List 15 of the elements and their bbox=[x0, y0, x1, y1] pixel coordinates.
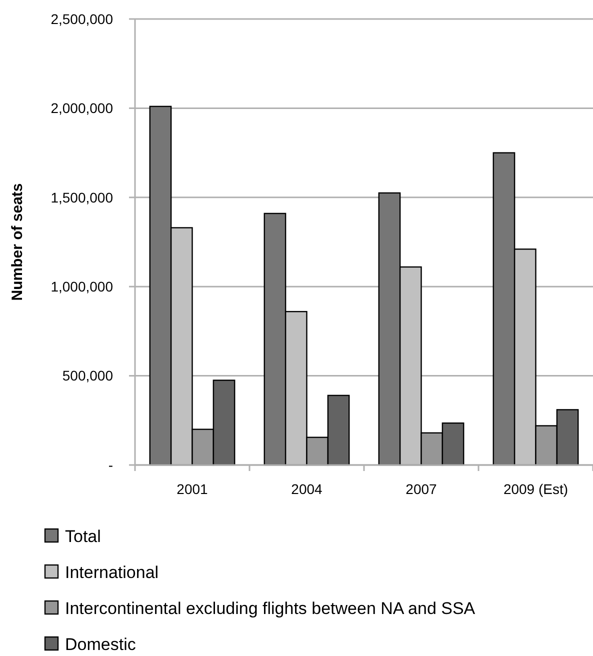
y-tick-label: 1,000,000 bbox=[50, 278, 114, 294]
x-tick-label: 2007 bbox=[406, 481, 438, 497]
x-tick-label: 2009 (Est) bbox=[503, 481, 568, 497]
x-tick-label: 2004 bbox=[291, 481, 323, 497]
y-tick-label: 1,500,000 bbox=[50, 189, 114, 206]
y-axis-title: Number of seats bbox=[9, 183, 26, 301]
x-tick-label: 2001 bbox=[176, 481, 208, 497]
y-tick-label: - bbox=[108, 456, 114, 473]
y-tick-label: 2,500,000 bbox=[50, 10, 114, 27]
y-tick-label: 2,000,000 bbox=[50, 100, 114, 116]
legend-label: Domestic bbox=[65, 634, 136, 654]
legend-label: International bbox=[65, 562, 159, 582]
legend-label: Total bbox=[65, 526, 101, 546]
y-tick-label: 500,000 bbox=[62, 368, 114, 384]
legend-label: Intercontinental excluding flights between NA and SSA bbox=[65, 598, 476, 618]
